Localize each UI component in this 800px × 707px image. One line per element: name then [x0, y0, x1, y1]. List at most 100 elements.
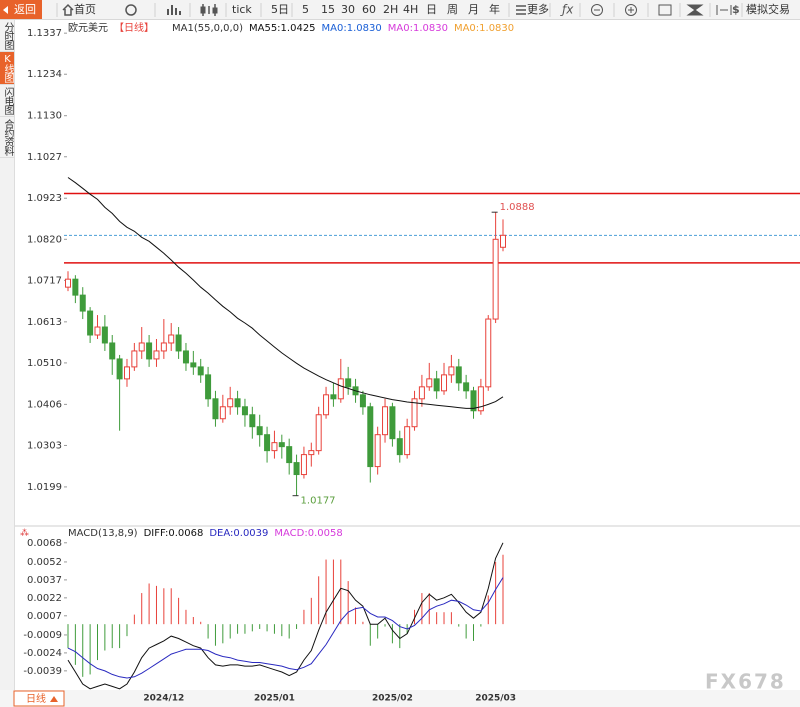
candle-body	[212, 398, 219, 420]
toolbar-icon	[625, 4, 637, 16]
toolbar-button[interactable]: 5日	[271, 3, 289, 16]
candle-body	[65, 278, 71, 288]
sidebar-tab[interactable]: 合约资料	[0, 117, 14, 158]
candle-body	[168, 334, 175, 344]
candle-body	[264, 434, 271, 452]
toolbar-button[interactable]: tick	[232, 3, 252, 16]
bottom-bar	[0, 690, 800, 707]
candle-body	[470, 390, 477, 412]
candle-body	[153, 350, 160, 360]
toolbar-icon	[628, 7, 634, 13]
candle-body	[197, 366, 204, 376]
y-tick-label: 0.0022	[27, 593, 62, 604]
y-tick-label: 1.0510	[27, 358, 62, 369]
y-tick-label: 0.0007	[27, 611, 62, 622]
period-button-label[interactable]: 日线	[26, 692, 46, 705]
x-tick-label: 2024/12	[143, 694, 184, 704]
candle-body	[492, 238, 499, 320]
toolbar-button[interactable]: 更多	[527, 3, 549, 16]
y-tick-label: -0.0024	[23, 648, 62, 659]
period-button[interactable]	[13, 690, 65, 707]
legend-label: MA55:1.0425	[249, 23, 316, 34]
candle-body	[271, 442, 278, 452]
toolbar-button[interactable]: 年	[489, 3, 500, 16]
candle-body	[485, 318, 492, 388]
toolbar: 返回 首页 tick 5日 5 15 30 60 2H 4H 日周月年 更多 模拟交易 ƒx $	[0, 0, 800, 20]
legend-label: MA1(55,0,0,0)	[172, 23, 243, 34]
candle-body	[278, 442, 285, 448]
candle-body	[426, 378, 433, 388]
candle-body	[234, 398, 241, 408]
toolbar-button[interactable]: 15	[321, 3, 335, 16]
candle-body	[205, 374, 212, 400]
toolbar-button[interactable]: 周	[447, 3, 458, 16]
toolbar-button[interactable]: 返回	[0, 0, 42, 19]
x-tick-label: 2025/02	[372, 694, 413, 704]
macd-line	[67, 542, 504, 690]
candle-body	[160, 342, 167, 352]
toolbar-icon	[212, 7, 218, 14]
candle-body	[123, 366, 130, 380]
period-button-arrow[interactable]	[50, 696, 58, 702]
candle-body	[323, 394, 330, 416]
candle-body	[441, 374, 448, 392]
y-tick-label: 1.0406	[27, 399, 62, 410]
toolbar-button[interactable]: 模拟交易	[746, 3, 790, 16]
sidebar-tab[interactable]: 分时图	[0, 20, 14, 52]
candle-body	[374, 434, 381, 468]
toolbar-icon	[716, 5, 732, 15]
candle-body	[315, 414, 322, 452]
candle-body	[389, 406, 396, 440]
candle-body	[382, 406, 389, 436]
toolbar-icon	[3, 6, 8, 14]
candle-body	[116, 358, 123, 380]
y-tick-label: 0.0037	[27, 575, 62, 586]
candle-body	[300, 454, 307, 476]
y-tick-label: 1.1234	[27, 69, 62, 80]
toolbar-button[interactable]: 月	[468, 3, 479, 16]
toolbar-icon	[516, 5, 526, 15]
candle-body	[249, 414, 256, 428]
x-tick-label: 2025/01	[254, 694, 295, 704]
ma-line	[67, 177, 504, 409]
candle-body	[396, 438, 403, 456]
legend-label: MA0:1.0830	[322, 23, 382, 34]
legend-label: DIFF:0.0068	[144, 528, 204, 539]
toolbar-button[interactable]: 5	[302, 3, 309, 16]
legend-label: 【日线】	[114, 21, 154, 34]
y-tick-label: 1.0613	[27, 317, 62, 328]
legend-label: MA0:1.0830	[454, 23, 514, 34]
candle-body	[175, 334, 182, 352]
legend-label: MACD:0.0058	[274, 528, 342, 539]
watermark: FX678	[705, 670, 786, 694]
toolbar-button[interactable]: 60	[362, 3, 376, 16]
candle-body	[500, 234, 506, 248]
candle-body	[101, 326, 108, 344]
candle-body	[219, 406, 226, 420]
toolbar-button[interactable]: 首页	[74, 3, 96, 16]
sidebar: 分时图 K线图 闪电图 合约资料	[0, 20, 15, 690]
toolbar-button[interactable]: 30	[341, 3, 355, 16]
toolbar-icon	[200, 6, 206, 14]
candle-body	[286, 446, 293, 464]
y-tick-label: 1.0199	[27, 482, 62, 493]
candle-body	[190, 362, 197, 368]
candle-body	[138, 342, 145, 352]
legend-label: MA0:1.0830	[388, 23, 448, 34]
y-tick-label: 1.0717	[27, 275, 62, 286]
sidebar-tab[interactable]: K线图	[0, 52, 14, 85]
candle-body	[359, 394, 366, 408]
candle-body	[131, 350, 138, 368]
sidebar-tab[interactable]: 闪电图	[0, 85, 14, 117]
indicator-icon[interactable]: ⁂	[20, 528, 29, 539]
toolbar-button[interactable]: 日	[426, 3, 437, 16]
toolbar-button[interactable]: 4H	[403, 3, 419, 16]
candle-body	[477, 386, 484, 412]
candle-body	[404, 426, 411, 456]
x-tick-label: 2025/03	[475, 694, 516, 704]
toolbar-button[interactable]: 2H	[383, 3, 399, 16]
legend-label: MACD(13,8,9)	[68, 528, 138, 539]
candle-body	[72, 278, 79, 296]
